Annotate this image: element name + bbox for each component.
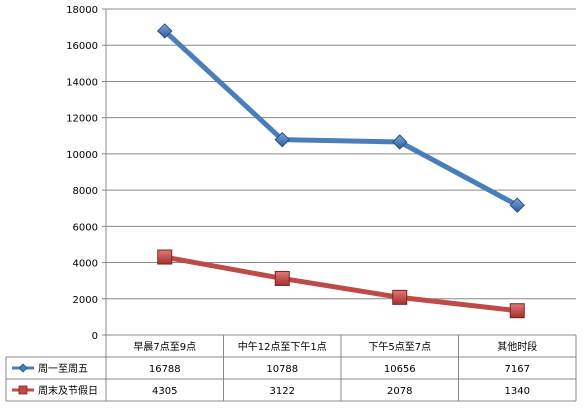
x-category-label: 早晨7点至9点 <box>133 341 196 353</box>
series-line-1 <box>162 28 520 208</box>
y-tick-label: 14000 <box>66 77 98 88</box>
legend-series-name: 周末及节假日 <box>38 384 98 397</box>
y-tick-label: 6000 <box>73 222 98 233</box>
data-table-value: 1340 <box>505 386 530 397</box>
data-point <box>392 289 408 305</box>
y-tick-label: 18000 <box>66 5 98 16</box>
legend-series-name: 周一至周五 <box>38 363 88 375</box>
data-table-value: 7167 <box>505 364 530 375</box>
data-point <box>157 23 173 39</box>
series-line-2 <box>162 254 520 314</box>
data-point <box>274 270 290 286</box>
y-tick-label: 16000 <box>66 41 98 52</box>
data-table-value: 2078 <box>387 386 412 397</box>
y-tick-label: 0 <box>92 331 98 342</box>
data-point <box>509 197 525 213</box>
data-table-value: 16788 <box>149 364 181 375</box>
data-table-value: 10656 <box>384 364 416 375</box>
x-category-label: 其他时段 <box>497 340 537 353</box>
data-table-value: 4305 <box>152 386 177 397</box>
y-tick-label: 10000 <box>66 150 98 161</box>
legend-key-marker <box>18 363 28 373</box>
data-table-value: 10788 <box>266 364 298 375</box>
x-category-label: 下午5点至7点 <box>368 340 431 353</box>
data-point <box>509 303 525 319</box>
x-category-label: 中午12点至下午1点 <box>238 340 327 353</box>
y-tick-label: 8000 <box>73 186 98 197</box>
data-point <box>274 131 290 148</box>
data-point <box>392 134 408 150</box>
data-table-value: 3122 <box>270 386 295 397</box>
y-tick-label: 12000 <box>66 114 98 125</box>
y-tick-label: 2000 <box>73 295 98 306</box>
data-point <box>157 249 173 265</box>
legend-key-marker <box>18 385 28 395</box>
y-tick-label: 4000 <box>73 259 98 270</box>
